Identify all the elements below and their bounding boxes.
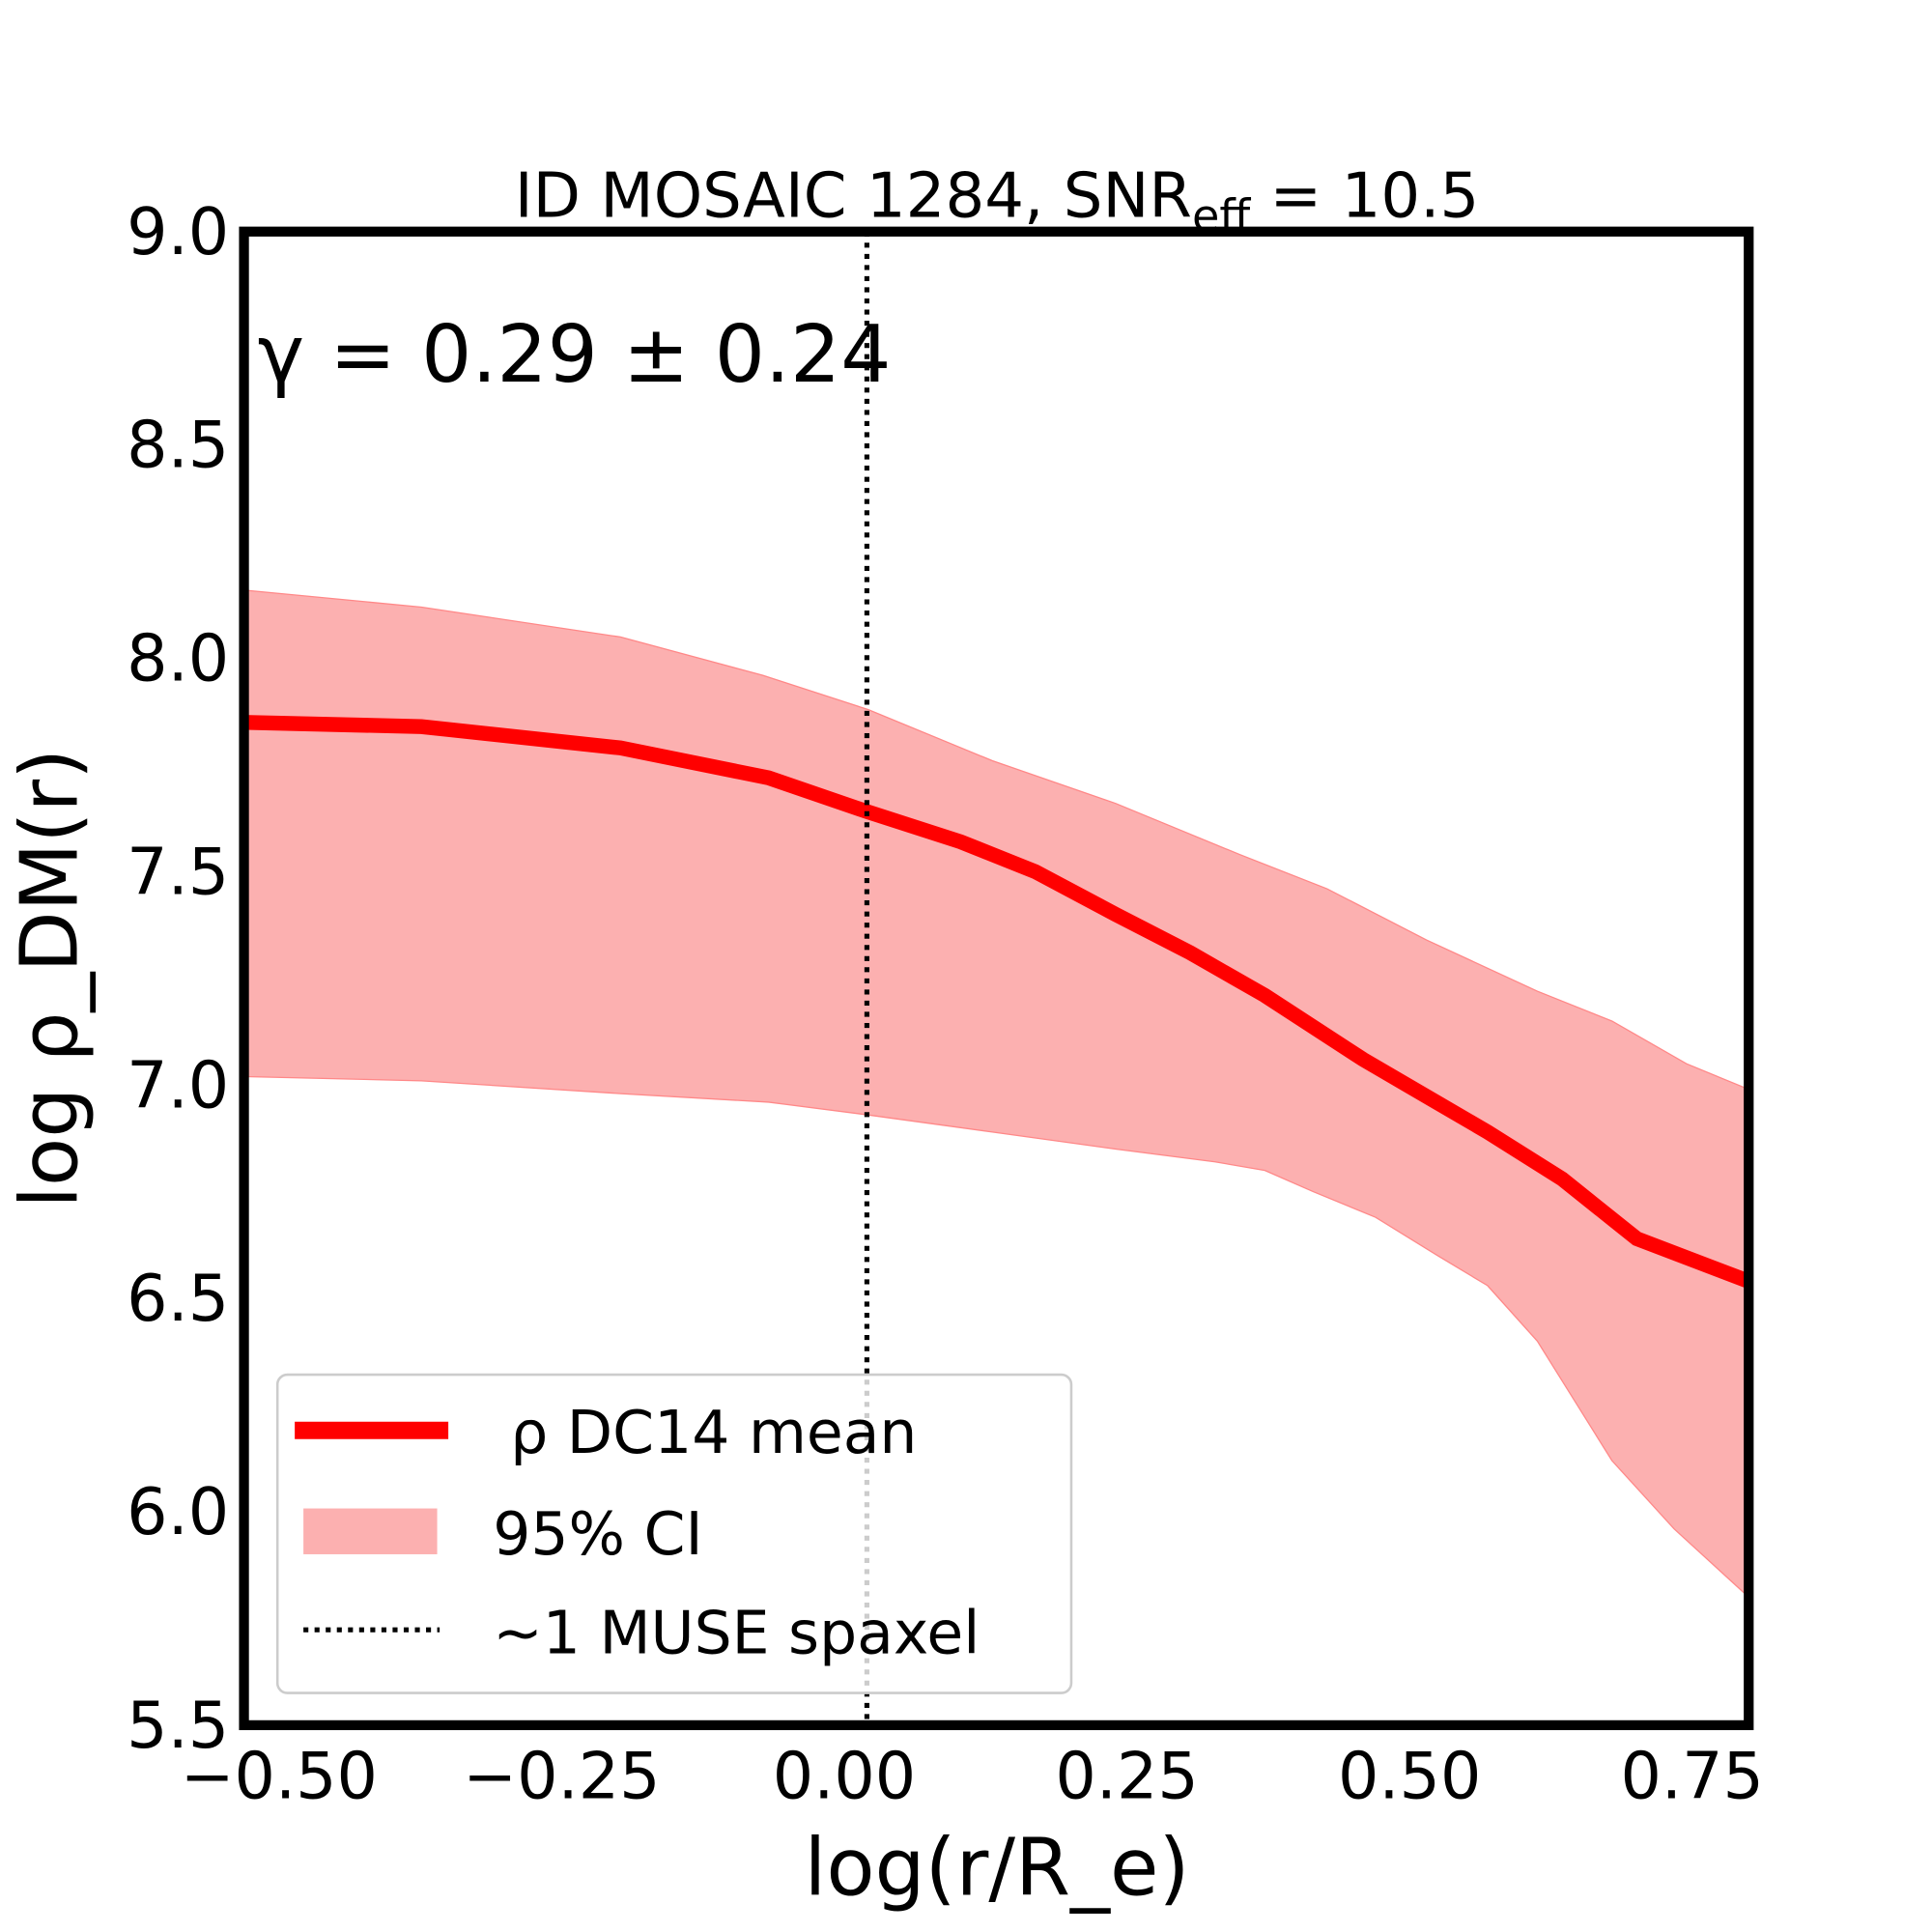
legend-spaxel-label: ~1 MUSE spaxel	[493, 1599, 980, 1668]
mean-line	[243, 715, 1751, 1289]
legend: ρ DC14 mean 95% CI ~1 MUSE spaxel	[275, 1373, 1073, 1694]
ci-band	[242, 589, 1749, 1599]
chart-title: ID MOSAIC 1284, SNReff = 10.5	[515, 160, 1480, 242]
y-tick-label: 6.5	[127, 1261, 229, 1336]
x-tick-label: 0.00	[773, 1739, 916, 1814]
y-tick-label: 7.0	[127, 1047, 229, 1122]
y-axis-label: log ρ_DM(r)	[4, 749, 96, 1208]
x-tick-label: −0.50	[181, 1739, 378, 1814]
legend-ci-label: 95% CI	[493, 1499, 702, 1569]
y-tick-label: 5.5	[127, 1688, 229, 1763]
x-axis-label: log(r/R_e)	[805, 1823, 1190, 1915]
x-tick-label: 0.50	[1338, 1739, 1481, 1814]
y-tick-label: 9.0	[127, 194, 229, 270]
legend-mean-label: ρ DC14 mean	[510, 1398, 917, 1467]
plot-frame	[239, 226, 1754, 1731]
x-tick-label: 0.25	[1055, 1739, 1198, 1814]
y-tick-label: 8.0	[127, 621, 229, 696]
gamma-annotation: γ = 0.29 ± 0.24	[258, 309, 892, 401]
y-tick-label: 6.0	[127, 1474, 229, 1549]
y-tick-label: 8.5	[127, 408, 229, 483]
legend-ci-swatch	[303, 1508, 438, 1554]
x-tick-label: 0.75	[1621, 1739, 1764, 1814]
x-tick-label: −0.25	[463, 1739, 660, 1814]
y-tick-label: 7.5	[127, 834, 229, 909]
